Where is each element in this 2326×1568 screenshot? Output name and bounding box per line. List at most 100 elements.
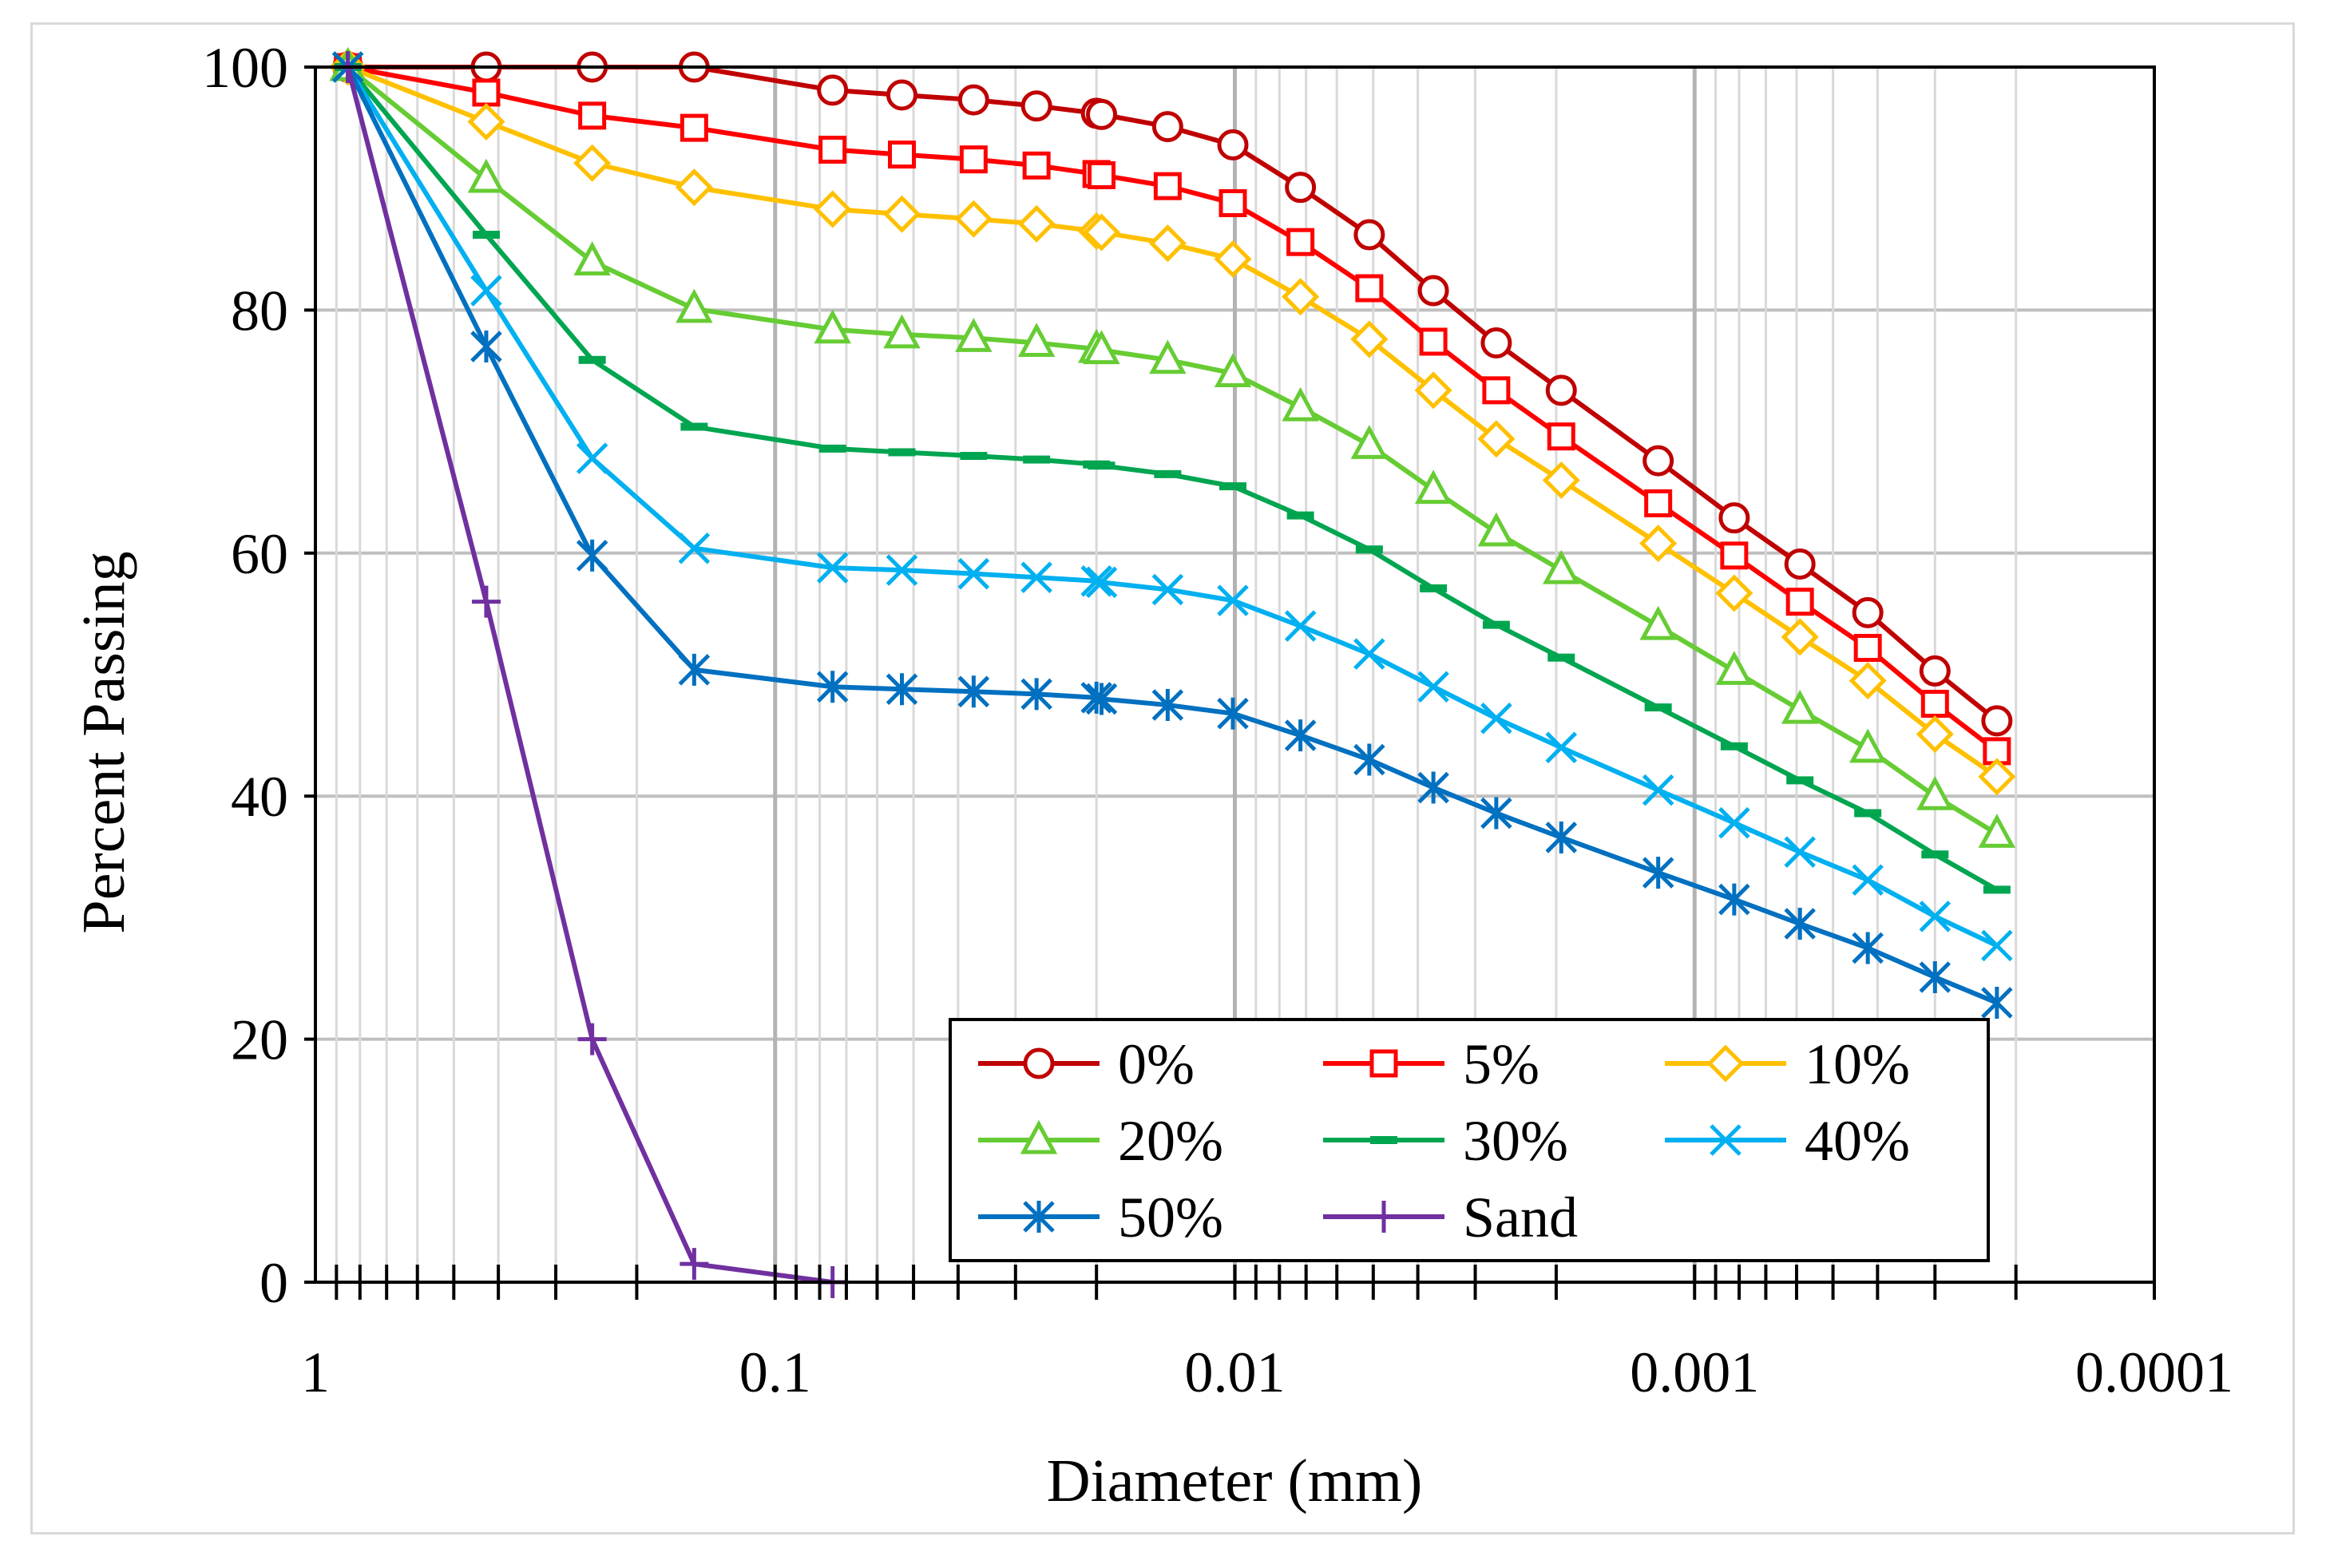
data-point-5pct [1088,160,1116,189]
legend-box [949,1018,1990,1262]
data-point-30pct [1420,584,1448,592]
data-point-40pct [1919,901,1952,932]
data-point-50pct [678,653,711,686]
x-tick-label: 0.01 [1185,1340,1286,1404]
data-point-50pct [1020,678,1052,711]
data-point-20pct [676,288,713,323]
legend-swatch-marker [1706,1044,1745,1083]
axis-ticks [304,65,2156,1300]
series-20pct [329,46,2016,848]
data-point-50pct [1080,681,1112,714]
legend: 0% 5% 10% 20% 30% 40% 50% Sand [949,1018,1990,1262]
legend-swatch-marker [1023,1047,1055,1079]
data-point-20pct [1149,339,1187,374]
data-point-30pct [472,231,500,240]
data-point-10pct [1017,204,1056,243]
data-point-20pct [1414,469,1452,505]
data-point-40pct [678,532,711,564]
data-point-10pct [1715,574,1753,612]
data-point-5pct [1920,690,1949,719]
legend-item-50pct: 50% [978,1186,1223,1249]
data-point-30pct [1854,809,1882,818]
data-point-0pct [1852,596,1884,628]
legend-label-30pct: 30% [1463,1109,1568,1173]
data-point-30pct [680,422,708,431]
data-point-5pct [959,145,988,174]
data-point-40pct [1852,864,1884,896]
y-tick-label: 100 [202,36,288,100]
data-point-0pct [1285,172,1317,204]
data-point-50pct [1085,683,1118,715]
data-point-40pct [1085,566,1118,599]
data-point-50pct [1919,960,1952,993]
data-point-50pct [1284,719,1317,752]
data-point-5pct [1355,274,1384,303]
data-point-40pct [1080,565,1112,597]
data-point-40pct [1480,703,1512,735]
data-point-50pct [886,673,918,706]
data-point-50pct [816,671,849,703]
data-point-50pct [470,331,502,363]
data-point-40pct [886,554,918,586]
data-point-0pct [1480,327,1512,358]
data-point-0pct [1642,445,1674,477]
data-point-30pct [1355,545,1383,554]
data-point-40pct [470,275,502,307]
series-10pct [329,48,2016,796]
data-point-5pct [818,135,847,164]
data-point-40pct [1151,573,1184,606]
data-point-20pct [814,309,851,344]
data-point-0pct [1020,90,1052,122]
series-line-50pct [345,65,1998,1005]
data-point-20pct [1781,689,1819,724]
data-point-50pct [1642,857,1674,889]
data-point-40pct [1545,731,1578,764]
data-point-10pct [1639,525,1678,563]
data-point-40pct [1417,671,1449,703]
data-point-20pct [955,318,993,352]
data-point-40pct [957,557,990,590]
data-point-0pct [1981,705,2013,737]
data-point-20pct [1978,814,2016,848]
data-point-40pct [576,442,608,474]
data-point-50pct [1480,797,1512,830]
data-point-20pct [1849,728,1887,763]
data-point-40pct [1217,584,1249,616]
series-30pct [334,63,2011,894]
data-point-5pct [887,141,916,169]
legend-item-20pct: 20% [978,1109,1223,1173]
data-point-5pct [680,113,708,142]
data-point-50pct [957,675,990,708]
x-tick-label: 0.001 [1630,1340,1759,1404]
data-point-30pct [1154,469,1182,478]
data-point-10pct [573,144,612,182]
data-point-30pct [888,448,916,457]
data-point-50pct [1217,697,1249,730]
data-point-5pct [472,78,501,107]
data-point-5pct [1482,376,1511,405]
legend-swatch-marker [1369,1201,1398,1233]
data-point-20pct [1350,425,1389,459]
data-point-30pct [1547,653,1575,662]
y-tick-label: 40 [231,765,288,829]
data-point-10pct [1214,240,1252,279]
x-tick-label: 1 [301,1340,330,1404]
data-point-20pct [573,241,611,276]
data-point-50pct [1545,821,1578,853]
y-tick-label: 80 [231,279,288,343]
data-point-10pct [1148,224,1187,263]
legend-swatch-marker [1710,1124,1742,1156]
series-5pct [334,53,2011,766]
data-point-20pct [1477,512,1516,547]
y-tick-label: 0 [260,1251,288,1315]
series-layer [329,46,2016,1298]
data-point-10pct [1350,320,1389,358]
data-point-50pct [1417,771,1449,804]
data-point-50pct [576,539,608,572]
data-point-50pct [1353,743,1385,776]
data-point-0pct [817,74,849,106]
data-point-10pct [467,102,505,141]
data-point-sand [680,1248,709,1281]
x-axis-title: Diameter (mm) [1047,1447,1423,1515]
